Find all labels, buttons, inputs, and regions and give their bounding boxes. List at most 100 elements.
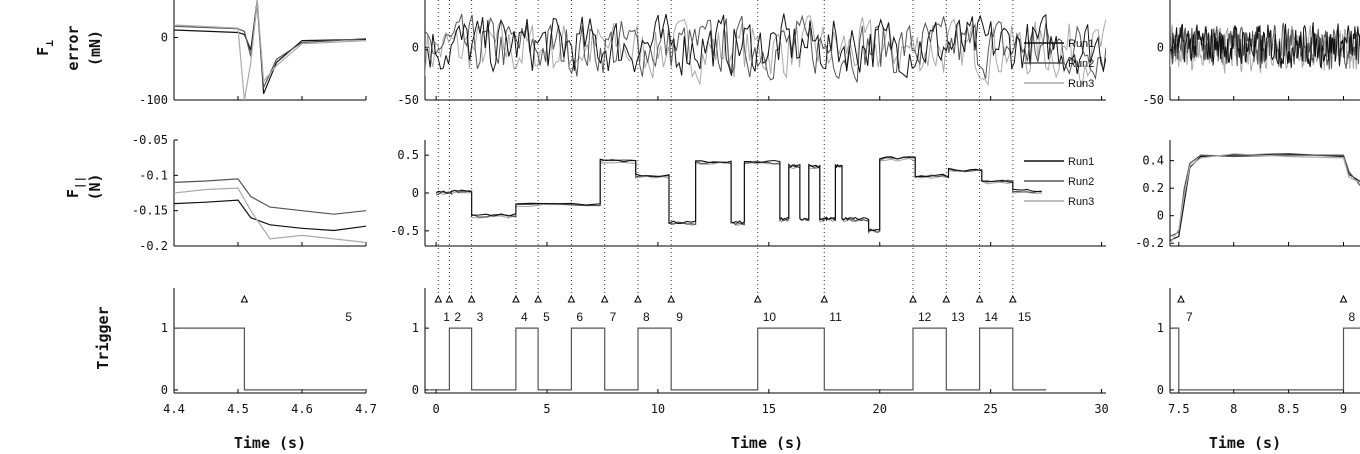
xlabel-left: Time (s)	[234, 434, 306, 452]
event-marker-icon	[1177, 294, 1185, 303]
event-number: 1	[443, 310, 450, 324]
y-tick-label: -50	[1142, 93, 1164, 107]
trigger-row-label: Trigger	[94, 306, 112, 369]
plot-area	[429, 327, 1047, 391]
event-marker-icon	[434, 294, 443, 303]
x-tick-label: 7.5	[1168, 402, 1190, 416]
right-F_parallel-panel: 0.4 0.2 0 -0.2	[1135, 140, 1360, 250]
y-tick-label: -100	[139, 93, 168, 107]
fperp-sub: ⊥	[43, 40, 56, 47]
plot-area	[425, 13, 1106, 87]
series-Run3	[174, 187, 366, 244]
event-number: 6	[576, 310, 583, 324]
plot-area	[174, 0, 366, 100]
y-tick-label: 0.4	[1142, 154, 1164, 168]
series-Run2	[425, 13, 1106, 83]
x-tick-label: 20	[873, 402, 887, 416]
x-tick-label: 8.5	[1278, 402, 1300, 416]
right-Trigger-panel: 1 0 7.5 8 8.5 9 7 8	[1157, 288, 1360, 416]
event-number: 2	[454, 310, 461, 324]
series-trigger	[1170, 327, 1360, 391]
fpar-symbol: F	[64, 189, 82, 198]
fperp-label-line3: (mN)	[86, 30, 104, 66]
y-tick-label: -50	[397, 93, 419, 107]
event-number: 10	[763, 310, 777, 324]
fpar-row-label: F|| (N)	[64, 173, 104, 200]
y-tick-label: -0.15	[132, 204, 168, 218]
y-tick-label: -0.5	[390, 224, 419, 238]
y-tick-label: 1	[1157, 321, 1164, 335]
x-tick-label: 9	[1340, 402, 1347, 416]
middle-Trigger-panel: 100 5 10 15 20 25 301 2 3 4 5 6 7 8 9 10 11 12 13 14 15	[412, 288, 1109, 416]
legend-label: Run3	[1068, 196, 1094, 208]
series-trigger	[174, 327, 366, 391]
series-Run1	[174, 199, 366, 232]
legend-label: Run1	[1068, 38, 1094, 50]
event-number: 8	[1349, 310, 1356, 324]
x-tick-label: 4.7	[355, 402, 377, 416]
event-marker-icon	[667, 294, 676, 303]
x-tick-label: 25	[983, 402, 997, 416]
right-F_perp_error-panel: 0 -50	[1142, 0, 1360, 107]
middle-F_perp_error-panel: 0 -50	[397, 0, 1106, 107]
y-tick-label: 0	[161, 31, 168, 45]
event-marker-icon	[567, 294, 576, 303]
x-tick-label: 30	[1094, 402, 1108, 416]
plot-area	[1170, 327, 1360, 391]
event-marker-icon	[1009, 294, 1017, 303]
x-tick-label: 4.4	[163, 402, 185, 416]
fperp-symbol: F	[34, 47, 52, 56]
series-Run1	[435, 156, 1042, 232]
plot-area	[1170, 153, 1360, 244]
event-marker-icon	[467, 294, 476, 303]
y-tick-label: 0	[161, 383, 168, 397]
y-tick-label: -0.2	[139, 239, 168, 253]
fperp-label-line2: error	[64, 25, 82, 70]
event-marker-icon	[512, 294, 520, 303]
event-number: 7	[1186, 310, 1193, 324]
y-tick-label: 0	[412, 40, 419, 54]
y-tick-label: -0.1	[139, 168, 168, 182]
event-marker-icon	[445, 294, 454, 303]
y-tick-label: 0	[1157, 383, 1164, 397]
svg-text:F⊥: F⊥	[34, 40, 56, 56]
event-number: 12	[918, 310, 932, 324]
x-tick-label: 8	[1230, 402, 1237, 416]
event-marker-icon	[534, 294, 542, 303]
x-tick-label: 15	[762, 402, 776, 416]
series-Run2	[174, 178, 366, 215]
event-marker-icon	[753, 294, 762, 303]
series-Run1	[174, 0, 366, 95]
event-number: 15	[1018, 310, 1032, 324]
event-marker-icon	[975, 294, 984, 303]
y-tick-label: 0	[412, 186, 419, 200]
x-tick-label: 4.6	[291, 402, 313, 416]
event-number: 5	[543, 310, 550, 324]
series-Run3	[425, 15, 1106, 87]
middle-F_parallel-panel: 0.5 0 -0.5	[390, 140, 1106, 247]
event-number: 11	[829, 310, 842, 324]
y-tick-label: 0	[1157, 40, 1164, 54]
series-Run3	[174, 0, 366, 100]
plot-area	[1170, 22, 1360, 74]
event-marker-icon	[820, 294, 829, 303]
event-marker-icon	[909, 294, 917, 303]
x-tick-label: 0	[432, 402, 439, 416]
event-marker-icon	[1339, 294, 1348, 303]
y-tick-label: 0.5	[397, 148, 419, 162]
x-tick-label: 5	[543, 402, 550, 416]
y-tick-label: 0	[412, 383, 419, 397]
legend-label: Run2	[1068, 58, 1094, 70]
event-number: 3	[477, 310, 484, 324]
event-number: 7	[610, 310, 617, 324]
y-tick-label: 1	[161, 321, 168, 335]
event-number: 5	[345, 310, 352, 324]
event-number: 13	[951, 310, 965, 324]
event-marker-icon	[240, 294, 249, 303]
series-Run1	[425, 13, 1106, 79]
y-tick-label: -0.2	[1135, 236, 1164, 250]
xlabel-middle: Time (s)	[731, 434, 803, 452]
event-marker-icon	[600, 294, 609, 303]
